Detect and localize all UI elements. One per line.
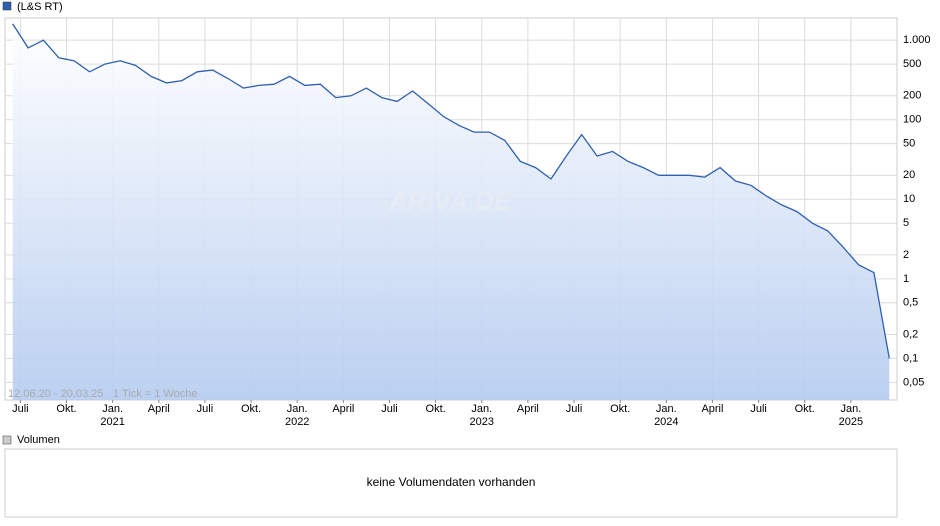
year-label: 2024 — [654, 416, 678, 428]
x-tick-label: Juli — [381, 403, 398, 415]
legend-label: (L&S RT) — [17, 1, 63, 13]
x-tick-label: April — [148, 403, 170, 415]
x-tick-label: Jan. — [287, 403, 308, 415]
year-label: 2023 — [470, 416, 494, 428]
y-tick-label: 0,5 — [903, 297, 918, 309]
volume-panel — [4, 448, 898, 518]
volume-swatch — [2, 435, 12, 445]
y-tick-label: 0,2 — [903, 328, 918, 340]
x-tick-label: April — [517, 403, 539, 415]
y-tick-label: 5 — [903, 217, 909, 229]
volume-title: Volumen — [17, 434, 60, 446]
date-range: 12.06.20 - 20.03.25 — [8, 388, 103, 400]
year-label: 2022 — [285, 416, 309, 428]
y-tick-label: 100 — [903, 114, 921, 126]
x-tick-label: Juli — [12, 403, 29, 415]
y-tick-label: 1 — [903, 273, 909, 285]
x-tick-label: Juli — [197, 403, 214, 415]
y-tick-label: 10 — [903, 193, 915, 205]
x-tick-label: Jan. — [102, 403, 123, 415]
y-tick-label: 200 — [903, 90, 921, 102]
marks — [12, 23, 890, 401]
y-tick-label: 20 — [903, 169, 915, 181]
year-label: 2021 — [100, 416, 124, 428]
y-tick-label: 50 — [903, 138, 915, 150]
x-tick-label: Juli — [566, 403, 583, 415]
x-tick-label: April — [332, 403, 354, 415]
x-tick-label: Jan. — [471, 403, 492, 415]
y-tick-label: 2 — [903, 249, 909, 261]
tick-note: 1 Tick = 1 Woche — [113, 388, 197, 400]
legend-swatch — [2, 1, 12, 11]
x-tick-label: Okt. — [610, 403, 630, 415]
x-tick-label: Jan. — [840, 403, 861, 415]
x-tick-label: Okt. — [241, 403, 261, 415]
year-label: 2025 — [839, 416, 863, 428]
line — [12, 23, 890, 359]
x-tick-label: Okt. — [795, 403, 815, 415]
watermark: ARIVA.DE — [388, 186, 512, 216]
x-tick-label: Okt. — [56, 403, 76, 415]
area — [12, 23, 890, 401]
y-tick-label: 0,05 — [903, 376, 924, 388]
x-tick-label: Jan. — [656, 403, 677, 415]
volume-note: keine Volumendaten vorhanden — [367, 475, 536, 489]
x-tick-label: April — [701, 403, 723, 415]
x-tick-label: Okt. — [426, 403, 446, 415]
y-tick-label: 0,1 — [903, 352, 918, 364]
y-tick-label: 1.000 — [903, 34, 931, 46]
x-tick-label: Juli — [750, 403, 767, 415]
y-tick-label: 500 — [903, 58, 921, 70]
